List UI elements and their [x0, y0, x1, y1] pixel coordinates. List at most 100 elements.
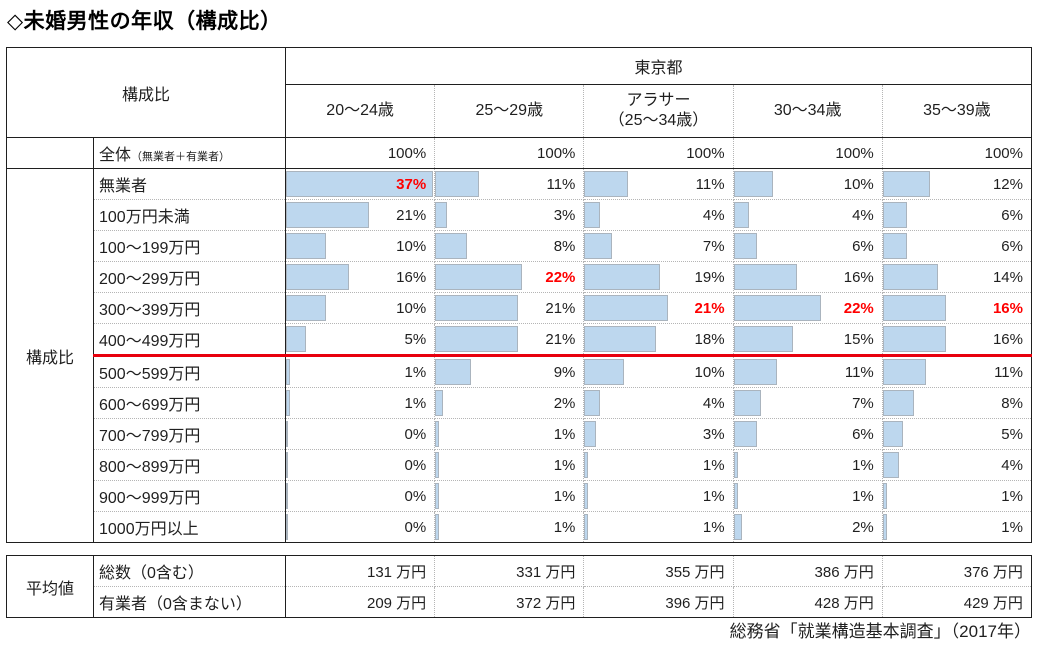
value-cell: 1%: [434, 418, 585, 450]
data-bar: [584, 452, 589, 478]
value-cell: 100%: [285, 137, 436, 169]
percent-label: 1%: [852, 456, 874, 474]
percent-label: 37%: [396, 175, 427, 193]
data-bar: [435, 514, 440, 540]
percent-label: 1%: [702, 518, 725, 536]
percent-label: 9%: [553, 363, 576, 381]
value-cell: 9%: [434, 355, 585, 388]
data-bar: [435, 295, 519, 321]
value-cell: 11%: [733, 355, 883, 388]
percent-label: 100%: [686, 144, 725, 162]
percent-label: 7%: [702, 237, 725, 255]
average-value-cell: 386 万円: [733, 555, 883, 587]
data-bar: [286, 202, 370, 228]
value-cell: 15%: [733, 323, 883, 357]
percent-label: 11%: [546, 175, 576, 193]
value-cell: 21%: [434, 323, 585, 357]
row-label: 300〜399万円: [93, 292, 287, 324]
value-cell: 1%: [285, 355, 436, 388]
row-label: 700〜799万円: [93, 418, 287, 450]
value-cell: 7%: [733, 387, 883, 419]
percent-label: 1%: [404, 363, 427, 381]
average-value-cell: 429 万円: [882, 587, 1031, 618]
average-value-cell: 131 万円: [285, 555, 436, 587]
data-bar: [584, 359, 625, 385]
value-cell: 10%: [733, 168, 883, 200]
average-value-cell: 331 万円: [434, 555, 585, 587]
percent-label: 1%: [702, 487, 725, 505]
row-label: 無業者: [93, 168, 287, 200]
percent-label: 4%: [852, 206, 874, 224]
percent-label: 10%: [396, 299, 427, 317]
data-bar: [882, 171, 931, 197]
percent-label: 19%: [694, 268, 725, 286]
table-row: 100万円未満 21% 3% 4% 4% 6%: [7, 199, 1032, 231]
average-value-label: 386 万円: [814, 563, 874, 581]
data-bar: [584, 233, 613, 259]
data-bar: [882, 483, 887, 509]
table-row: 300〜399万円 10% 21% 21% 22% 16%: [7, 292, 1032, 324]
data-bar: [286, 295, 326, 321]
value-cell: 16%: [285, 261, 436, 293]
percent-label: 4%: [702, 394, 725, 412]
table-row: 400〜499万円 5% 21% 18% 15% 16%: [7, 323, 1032, 357]
average-row: 有業者（0含まない） 209 万円 372 万円 396 万円 428 万円 429 万円: [7, 586, 1032, 618]
value-cell: 11%: [434, 168, 585, 200]
value-cell: 14%: [882, 261, 1032, 293]
data-bar: [733, 421, 758, 447]
percent-label: 11%: [695, 175, 725, 193]
value-cell: 4%: [583, 387, 734, 419]
data-bar: [435, 202, 448, 228]
percent-label: 100%: [835, 144, 874, 162]
value-cell: 2%: [434, 387, 585, 419]
table-row: 800〜899万円 0% 1% 1% 1% 4%: [7, 449, 1032, 481]
value-cell: 1%: [434, 449, 585, 481]
table-row: 500〜599万円 1% 9% 10% 11% 11%: [7, 355, 1032, 388]
value-cell: 1%: [434, 480, 585, 512]
data-bar: [286, 514, 289, 540]
value-cell: 11%: [583, 168, 734, 200]
value-cell: 16%: [882, 323, 1032, 357]
data-bar: [286, 359, 290, 385]
percent-label: 16%: [843, 268, 874, 286]
data-bar: [435, 483, 440, 509]
value-cell: 1%: [583, 480, 734, 512]
average-row: 平均値 総数（0含む） 131 万円 331 万円 355 万円 386 万円 376 万円: [6, 555, 1032, 618]
row-label: 800〜899万円: [93, 449, 287, 481]
average-value-label: 209 万円: [366, 594, 427, 612]
percent-label: 100%: [387, 144, 427, 162]
percent-label: 0%: [404, 425, 427, 443]
data-bar: [286, 171, 433, 197]
data-bar: [882, 233, 907, 259]
row-label: 100万円未満: [93, 199, 287, 231]
average-value-cell: 209 万円: [285, 586, 436, 618]
average-value-cell: 428 万円: [733, 586, 883, 618]
data-bar: [286, 421, 289, 447]
group-label-composition: 構成比: [6, 168, 94, 543]
value-cell: 16%: [733, 261, 883, 293]
percent-label: 11%: [994, 363, 1023, 381]
table-row: 1000万円以上 0% 1% 1% 2% 1%: [7, 511, 1032, 543]
percent-label: 8%: [553, 237, 576, 255]
percent-label: 100%: [537, 144, 576, 162]
value-cell: 12%: [882, 168, 1032, 200]
percent-label: 1%: [553, 487, 576, 505]
data-bar: [733, 326, 794, 352]
percent-label: 0%: [404, 487, 427, 505]
table-row: 200〜299万円 16% 22% 19% 16% 14%: [7, 261, 1032, 293]
average-value-label: 131 万円: [366, 563, 427, 581]
percent-label: 21%: [694, 299, 725, 317]
average-value-label: 331 万円: [516, 563, 576, 581]
age-header-row: 20〜24歳 25〜29歳 アラサー （25〜34歳） 30〜34歳 35〜39歳: [7, 84, 1032, 138]
table-row: 900〜999万円 0% 1% 1% 1% 1%: [7, 480, 1032, 512]
table-row: 構成比 無業者 37% 11% 11% 10% 12%: [6, 168, 1032, 543]
percent-label: 1%: [404, 394, 427, 412]
value-cell: 10%: [583, 355, 734, 388]
data-bar: [882, 421, 903, 447]
data-bar: [435, 452, 440, 478]
value-cell: 4%: [733, 199, 883, 231]
data-bar: [584, 421, 597, 447]
region-header: 東京都: [285, 47, 1032, 85]
total-row: 全体（無業者＋有業者） 100% 100% 100% 100% 100%: [6, 137, 1032, 169]
value-cell: 19%: [583, 261, 734, 293]
